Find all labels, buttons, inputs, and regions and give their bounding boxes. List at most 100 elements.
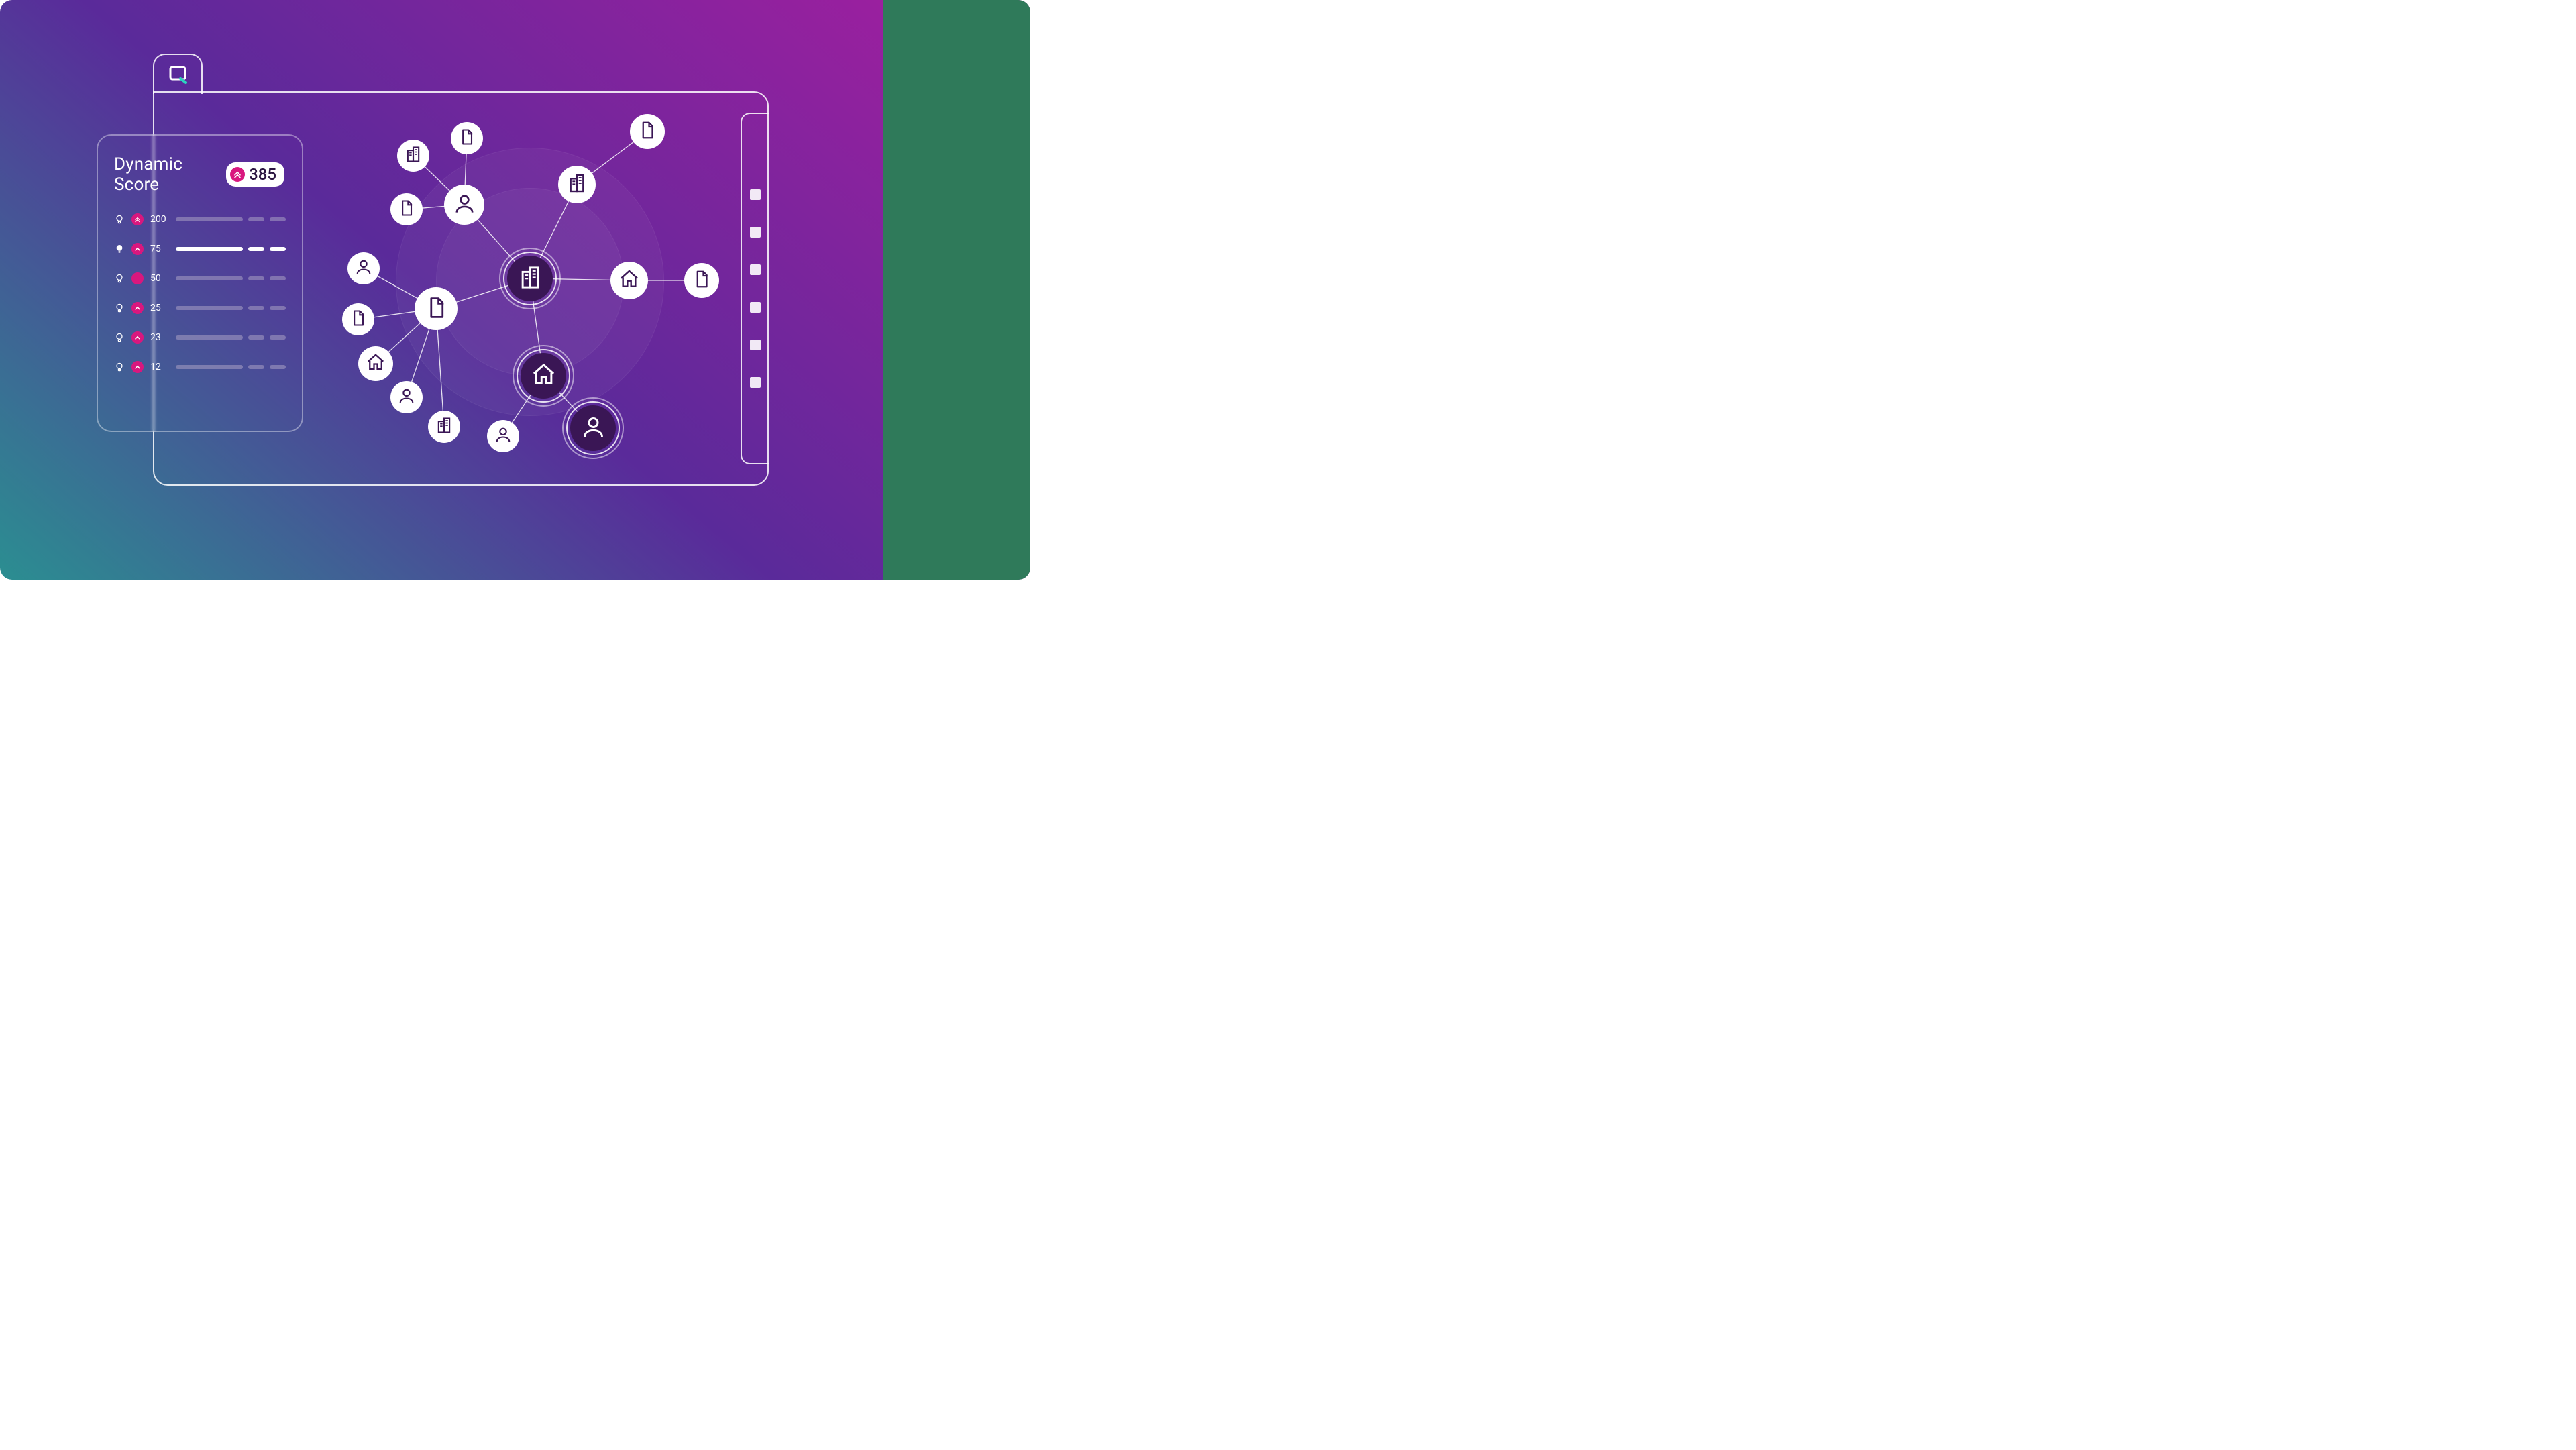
bar-segment [248,335,264,340]
network-node-person[interactable] [347,252,380,284]
score-row[interactable]: 23 [114,331,284,344]
bar-segment [176,335,243,340]
side-slot[interactable] [750,227,761,238]
bar-segment [270,217,286,221]
network-node-person[interactable] [487,420,519,452]
network-node-home[interactable] [610,262,648,299]
right-accent-bar [883,0,1030,580]
bulb-filled-icon [114,244,125,254]
network-graph[interactable] [315,101,745,476]
network-node-building[interactable] [397,140,429,172]
score-total-value: 385 [249,165,276,184]
score-row[interactable]: 25 [114,302,284,314]
building-icon [404,145,423,166]
score-row[interactable]: 75 [114,243,284,255]
bar-segment [270,365,286,369]
home-icon [619,268,640,293]
bar-segment [270,306,286,310]
side-slot[interactable] [750,264,761,275]
network-node-document[interactable] [390,193,423,225]
window-side-slots [741,113,769,464]
building-icon [517,264,543,293]
bulb-outline-icon [114,362,125,372]
bar-segment [248,306,264,310]
network-node-home[interactable] [358,346,393,381]
score-row[interactable]: 200 [114,213,284,225]
score-title: Dynamic Score [114,154,217,195]
document-icon [397,199,416,220]
score-row-bars [176,276,286,280]
bar-segment [270,335,286,340]
trend-dot-icon [131,272,144,284]
network-node-document[interactable] [342,303,374,335]
network-node-building[interactable] [558,166,596,203]
trend-up-icon [131,243,144,255]
score-row-value: 200 [150,214,169,225]
network-node-document[interactable] [415,287,458,330]
side-slot[interactable] [750,302,761,313]
score-row-bars [176,335,286,340]
document-icon [692,269,712,292]
home-icon [531,362,557,391]
document-icon [349,309,368,330]
network-node-document[interactable] [630,114,665,149]
person-icon [580,414,606,443]
bar-segment [270,247,286,251]
trend-up-icon [131,361,144,373]
bar-segment [248,365,264,369]
trend-up-icon [131,331,144,344]
score-row[interactable]: 50 [114,272,284,284]
bar-segment [248,276,264,280]
building-icon [435,416,453,437]
network-node-person[interactable] [444,185,484,225]
bar-segment [176,306,243,310]
score-row-value: 12 [150,362,169,372]
bar-segment [176,247,243,251]
network-node-document[interactable] [451,122,483,154]
score-row-value: 23 [150,332,169,343]
building-icon [566,172,588,197]
side-slot[interactable] [750,189,761,200]
trend-double-up-icon [131,213,144,225]
network-node-person[interactable] [570,405,616,451]
network-node-building[interactable] [428,411,460,443]
score-row[interactable]: 12 [114,361,284,373]
bar-segment [270,276,286,280]
document-icon [637,120,657,143]
network-node-building[interactable] [507,256,553,301]
score-header: Dynamic Score 385 [114,154,284,195]
score-row-value: 25 [150,303,169,313]
document-icon [458,127,476,149]
logo-icon [167,64,189,85]
score-row-bars [176,365,286,369]
score-row-bars [176,306,286,310]
side-slot[interactable] [750,377,761,388]
person-icon [397,386,416,408]
network-node-document[interactable] [684,263,719,298]
bar-segment [248,217,264,221]
bar-segment [176,365,243,369]
network-node-home[interactable] [521,353,566,399]
score-row-bars [176,217,286,221]
window-tab[interactable] [153,54,203,94]
bar-segment [176,276,243,280]
trend-up-icon [131,302,144,314]
trend-double-up-icon [230,167,245,182]
score-rows: 200 75 50 25 23 12 [114,213,284,373]
home-icon [366,352,386,375]
person-icon [494,425,513,447]
score-row-value: 50 [150,273,169,284]
score-row-bars [176,247,286,251]
bar-segment [248,247,264,251]
score-row-value: 75 [150,244,169,254]
bulb-outline-icon [114,332,125,343]
bar-segment [176,217,243,221]
dynamic-score-panel: Dynamic Score 385 200 75 50 25 23 12 [97,134,303,432]
score-total-pill: 385 [226,162,284,187]
document-icon [424,295,449,323]
person-icon [354,258,373,279]
side-slot[interactable] [750,340,761,350]
network-node-person[interactable] [390,381,423,413]
bulb-outline-icon [114,214,125,225]
dashboard-stage: Dynamic Score 385 200 75 50 25 23 12 [0,0,1030,580]
